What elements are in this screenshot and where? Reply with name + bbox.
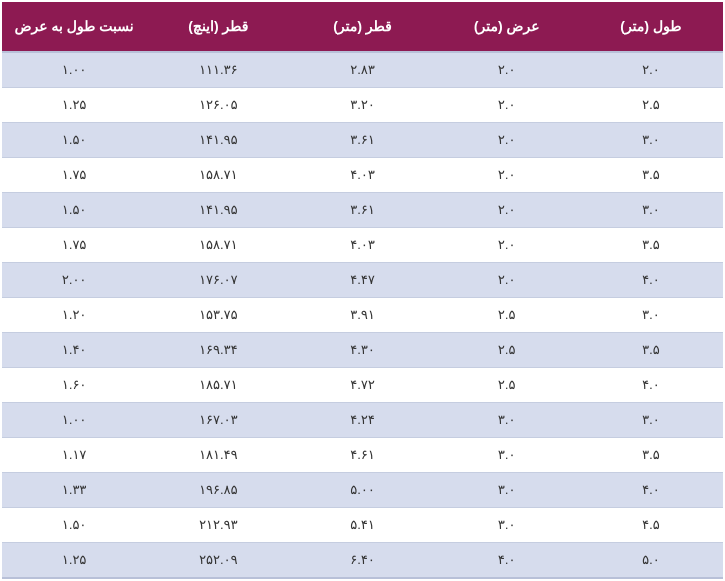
col-diameter-in: قطر (اینچ) <box>146 2 290 52</box>
table-cell: ۲.۰ <box>435 158 579 193</box>
table-cell: ۶.۴۰ <box>290 543 434 579</box>
table-row: ۴.۵۳.۰۵.۴۱۲۱۲.۹۳۱.۵۰ <box>2 508 723 543</box>
table-cell: ۱.۷۵ <box>2 158 146 193</box>
table-cell: ۴.۶۱ <box>290 438 434 473</box>
table-cell: ۳.۰ <box>579 298 723 333</box>
table-row: ۳.۰۲.۰۳.۶۱۱۴۱.۹۵۱.۵۰ <box>2 193 723 228</box>
table-cell: ۱۴۱.۹۵ <box>146 193 290 228</box>
table-cell: ۲.۰ <box>435 123 579 158</box>
table-cell: ۲.۰ <box>435 263 579 298</box>
table-cell: ۱۱۱.۳۶ <box>146 52 290 88</box>
table-cell: ۱.۱۷ <box>2 438 146 473</box>
table-cell: ۱۸۵.۷۱ <box>146 368 290 403</box>
table-cell: ۳.۰ <box>579 193 723 228</box>
table-cell: ۴.۵ <box>579 508 723 543</box>
table-cell: ۱.۲۵ <box>2 88 146 123</box>
table-cell: ۱۴۱.۹۵ <box>146 123 290 158</box>
table-cell: ۲۱۲.۹۳ <box>146 508 290 543</box>
table-cell: ۲.۸۳ <box>290 52 434 88</box>
table-row: ۳.۰۲.۰۳.۶۱۱۴۱.۹۵۱.۵۰ <box>2 123 723 158</box>
table-row: ۲.۵۲.۰۳.۲۰۱۲۶.۰۵۱.۲۵ <box>2 88 723 123</box>
table-cell: ۴.۰ <box>579 368 723 403</box>
table-cell: ۱۲۶.۰۵ <box>146 88 290 123</box>
table-cell: ۲.۰ <box>435 88 579 123</box>
table-cell: ۲.۰ <box>435 228 579 263</box>
col-width: عرض (متر) <box>435 2 579 52</box>
table-cell: ۲.۵ <box>435 298 579 333</box>
table-cell: ۴.۰ <box>579 263 723 298</box>
table-cell: ۱.۰۰ <box>2 403 146 438</box>
table-cell: ۵.۰ <box>579 543 723 579</box>
table-cell: ۲.۵ <box>579 88 723 123</box>
table-cell: ۳.۵ <box>579 438 723 473</box>
table-cell: ۳.۵ <box>579 333 723 368</box>
table-row: ۴.۰۲.۵۴.۷۲۱۸۵.۷۱۱.۶۰ <box>2 368 723 403</box>
table-cell: ۴.۰۳ <box>290 228 434 263</box>
table-cell: ۱.۴۰ <box>2 333 146 368</box>
col-diameter-m: قطر (متر) <box>290 2 434 52</box>
table-cell: ۲.۰ <box>435 52 579 88</box>
table-row: ۵.۰۴.۰۶.۴۰۲۵۲.۰۹۱.۲۵ <box>2 543 723 579</box>
table-cell: ۱.۲۵ <box>2 543 146 579</box>
table-cell: ۲.۰ <box>579 52 723 88</box>
table-cell: ۱۷۶.۰۷ <box>146 263 290 298</box>
table-cell: ۱.۰۰ <box>2 52 146 88</box>
table-header-row: طول (متر) عرض (متر) قطر (متر) قطر (اینچ)… <box>2 2 723 52</box>
table-cell: ۳.۵ <box>579 158 723 193</box>
table-cell: ۳.۰ <box>435 508 579 543</box>
table-cell: ۱.۷۵ <box>2 228 146 263</box>
table-cell: ۱۶۹.۳۴ <box>146 333 290 368</box>
table-row: ۳.۵۲.۰۴.۰۳۱۵۸.۷۱۱.۷۵ <box>2 228 723 263</box>
table-cell: ۲۵۲.۰۹ <box>146 543 290 579</box>
table-cell: ۳.۶۱ <box>290 123 434 158</box>
table-cell: ۱.۵۰ <box>2 193 146 228</box>
table-cell: ۲.۵ <box>435 368 579 403</box>
table-row: ۴.۰۲.۰۴.۴۷۱۷۶.۰۷۲.۰۰ <box>2 263 723 298</box>
table-cell: ۳.۵ <box>579 228 723 263</box>
table-cell: ۱.۳۳ <box>2 473 146 508</box>
table-cell: ۱۸۱.۴۹ <box>146 438 290 473</box>
table-cell: ۳.۰ <box>435 403 579 438</box>
table-cell: ۴.۰ <box>435 543 579 579</box>
table-cell: ۴.۴۷ <box>290 263 434 298</box>
table-cell: ۱۵۸.۷۱ <box>146 158 290 193</box>
table-cell: ۱۶۷.۰۳ <box>146 403 290 438</box>
table-body: ۲.۰۲.۰۲.۸۳۱۱۱.۳۶۱.۰۰۲.۵۲.۰۳.۲۰۱۲۶.۰۵۱.۲۵… <box>2 52 723 578</box>
table-row: ۲.۰۲.۰۲.۸۳۱۱۱.۳۶۱.۰۰ <box>2 52 723 88</box>
table-cell: ۴.۰۳ <box>290 158 434 193</box>
table-row: ۳.۰۲.۵۳.۹۱۱۵۳.۷۵۱.۲۰ <box>2 298 723 333</box>
table-row: ۳.۵۲.۵۴.۳۰۱۶۹.۳۴۱.۴۰ <box>2 333 723 368</box>
data-table: طول (متر) عرض (متر) قطر (متر) قطر (اینچ)… <box>2 2 723 579</box>
table-cell: ۴.۷۲ <box>290 368 434 403</box>
table-cell: ۳.۰ <box>435 438 579 473</box>
table-row: ۴.۰۳.۰۵.۰۰۱۹۶.۸۵۱.۳۳ <box>2 473 723 508</box>
table-cell: ۴.۰ <box>579 473 723 508</box>
table-cell: ۳.۰ <box>435 473 579 508</box>
table-row: ۳.۵۳.۰۴.۶۱۱۸۱.۴۹۱.۱۷ <box>2 438 723 473</box>
table-cell: ۵.۰۰ <box>290 473 434 508</box>
table-cell: ۴.۲۴ <box>290 403 434 438</box>
col-ratio: نسبت طول به عرض <box>2 2 146 52</box>
table-cell: ۱.۵۰ <box>2 508 146 543</box>
table-cell: ۱۵۳.۷۵ <box>146 298 290 333</box>
table-cell: ۱۹۶.۸۵ <box>146 473 290 508</box>
col-length: طول (متر) <box>579 2 723 52</box>
table-cell: ۱.۲۰ <box>2 298 146 333</box>
table-row: ۳.۵۲.۰۴.۰۳۱۵۸.۷۱۱.۷۵ <box>2 158 723 193</box>
table-cell: ۲.۰۰ <box>2 263 146 298</box>
table-cell: ۳.۶۱ <box>290 193 434 228</box>
table-cell: ۴.۳۰ <box>290 333 434 368</box>
table-cell: ۱۵۸.۷۱ <box>146 228 290 263</box>
table-cell: ۳.۰ <box>579 123 723 158</box>
table-cell: ۱.۵۰ <box>2 123 146 158</box>
table-cell: ۲.۰ <box>435 193 579 228</box>
table-cell: ۳.۹۱ <box>290 298 434 333</box>
table-cell: ۵.۴۱ <box>290 508 434 543</box>
table-cell: ۲.۵ <box>435 333 579 368</box>
table-cell: ۳.۲۰ <box>290 88 434 123</box>
table-cell: ۱.۶۰ <box>2 368 146 403</box>
table-row: ۳.۰۳.۰۴.۲۴۱۶۷.۰۳۱.۰۰ <box>2 403 723 438</box>
table-cell: ۳.۰ <box>579 403 723 438</box>
